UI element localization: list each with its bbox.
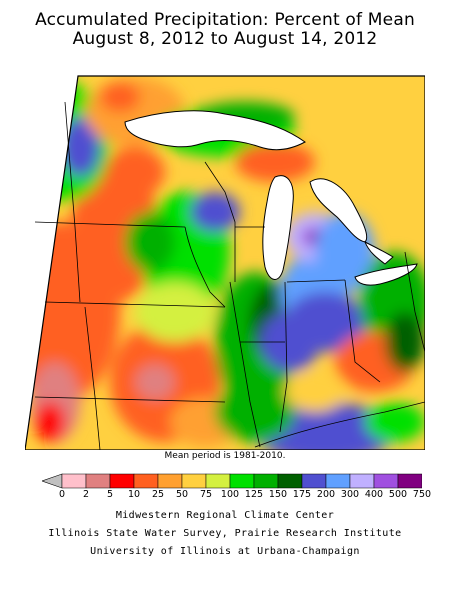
precipitation-map (25, 52, 425, 450)
legend-label: 125 (244, 489, 264, 500)
legend-label: 300 (340, 489, 360, 500)
map-frame (25, 75, 425, 450)
legend-swatch (325, 473, 351, 489)
legend-label: 175 (292, 489, 312, 500)
legend-swatch (301, 473, 327, 489)
legend-swatch (397, 473, 422, 489)
great-lakes (124, 110, 418, 286)
legend-label: 200 (316, 489, 336, 500)
legend-label: 0 (58, 489, 66, 500)
credit-isws: Illinois State Water Survey, Prairie Res… (48, 528, 402, 539)
legend-swatch (133, 473, 159, 489)
legend-label: 50 (175, 489, 189, 500)
map-title: Accumulated Precipitation: Percent of Me… (35, 10, 415, 30)
map-date-range: August 8, 2012 to August 14, 2012 (72, 29, 378, 49)
legend-swatch (157, 473, 183, 489)
state-borders (34, 101, 425, 450)
credit-mrcc: Midwestern Regional Climate Center (115, 510, 335, 521)
legend-label: 5 (106, 489, 114, 500)
legend-label: 25 (151, 489, 165, 500)
precipitation-field (25, 76, 425, 450)
legend-swatch (349, 473, 375, 489)
legend-label: 75 (199, 489, 213, 500)
legend-swatch (277, 473, 303, 489)
color-legend (42, 473, 422, 499)
legend-swatch (253, 473, 279, 489)
legend-swatch (229, 473, 255, 489)
legend-swatch (181, 473, 207, 489)
legend-label: 2 (82, 489, 90, 500)
legend-swatch (109, 473, 135, 489)
legend-label: 100 (220, 489, 240, 500)
legend-swatch (85, 473, 111, 489)
legend-swatch (373, 473, 399, 489)
legend-label: 750 (412, 489, 432, 500)
credit-uiuc: University of Illinois at Urbana-Champai… (90, 546, 360, 557)
legend-swatch (205, 473, 231, 489)
legend-label: 150 (268, 489, 288, 500)
legend-label: 10 (127, 489, 141, 500)
legend-label: 400 (364, 489, 384, 500)
legend-label: 500 (388, 489, 408, 500)
legend-lower-arrow (42, 473, 63, 489)
mean-period-note: Mean period is 1981-2010. (164, 451, 286, 461)
legend-swatch (61, 473, 87, 489)
